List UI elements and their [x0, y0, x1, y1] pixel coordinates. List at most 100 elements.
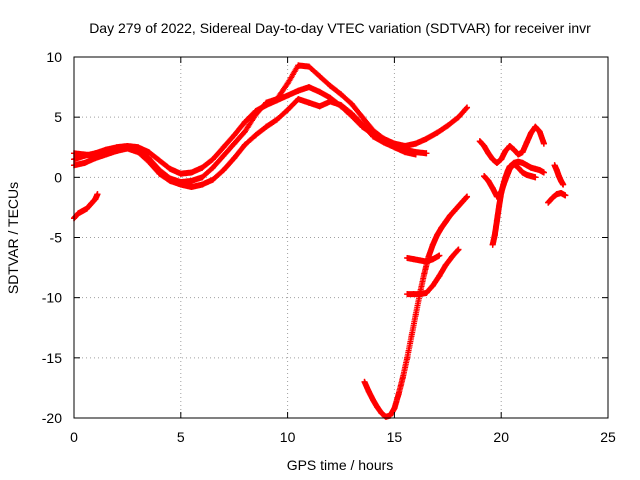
data-point [391, 144, 398, 151]
series-arc-b [71, 62, 430, 186]
data-point [188, 183, 195, 190]
data-point [316, 103, 323, 110]
data-point [81, 159, 88, 166]
data-point [498, 156, 505, 163]
y-tick-label: -15 [42, 350, 62, 366]
axis-ticks [73, 56, 609, 419]
data-point [493, 217, 500, 224]
data-point [493, 193, 500, 200]
data-point [92, 155, 99, 162]
data-point [359, 114, 366, 121]
data-point [446, 212, 453, 219]
data-point [199, 164, 206, 171]
data-point [231, 155, 238, 162]
data-point [273, 116, 280, 123]
data-point [359, 121, 366, 128]
data-point [423, 258, 430, 265]
data-point [361, 378, 368, 385]
data-point [519, 159, 526, 166]
data-point [442, 262, 449, 269]
data-point [451, 208, 458, 215]
data-point [536, 167, 543, 174]
data-point [417, 257, 424, 264]
data-point [528, 129, 535, 136]
data-point [536, 128, 543, 135]
data-point [252, 132, 259, 139]
data-point [79, 208, 86, 215]
data-point [429, 282, 436, 289]
tick-labels: 0 5 10 15 20 25 -20 -15 -10 -5 0 5 10 [42, 49, 616, 445]
data-point [532, 174, 539, 181]
data-point [327, 98, 334, 105]
data-point [177, 181, 184, 188]
data-point [553, 167, 560, 174]
data-point [506, 165, 513, 172]
y-tick-label: 0 [54, 169, 62, 185]
x-tick-label: 20 [493, 429, 509, 445]
data-point [523, 171, 530, 178]
data-point [412, 151, 419, 158]
data-point [410, 291, 417, 298]
data-point [493, 159, 500, 166]
data-point [252, 111, 259, 118]
data-point [231, 132, 238, 139]
data-point [455, 114, 462, 121]
data-point [444, 122, 451, 129]
data-point [338, 102, 344, 109]
data-point [220, 144, 227, 151]
data-point [209, 156, 216, 163]
data-point [348, 110, 355, 117]
data-point [438, 224, 445, 231]
data-point [177, 170, 184, 177]
data-point [295, 62, 302, 69]
data-point [92, 195, 99, 202]
data-point [423, 135, 430, 142]
x-tick-label: 25 [600, 429, 616, 445]
data-point [188, 177, 195, 184]
data-point [404, 291, 411, 298]
data-point [502, 176, 509, 183]
data-point [498, 188, 505, 195]
data-point [305, 84, 312, 91]
data-point [88, 200, 95, 207]
data-point [241, 118, 248, 125]
x-tick-label: 5 [177, 429, 185, 445]
series-arc-j [481, 161, 539, 200]
data-point [412, 311, 419, 318]
data-point [103, 151, 110, 158]
series-arc-f [404, 246, 462, 298]
series-arc-g [404, 252, 443, 265]
data-point [560, 181, 567, 188]
data-point [113, 147, 120, 154]
data-point [485, 150, 492, 157]
data-point [145, 149, 152, 156]
data-point [489, 156, 496, 163]
data-point [391, 405, 398, 412]
data-point [511, 161, 518, 168]
data-point [459, 198, 466, 205]
y-tick-label: -20 [42, 410, 62, 426]
data-point [515, 151, 522, 158]
data-point [94, 191, 101, 198]
data-point [417, 291, 424, 298]
data-point [421, 270, 428, 277]
data-point [523, 139, 530, 146]
series-arc-k [551, 162, 567, 188]
data-point [81, 151, 88, 158]
data-point [404, 354, 411, 361]
data-point [273, 96, 280, 103]
data-point [515, 164, 522, 171]
data-point [532, 123, 539, 130]
data-point [124, 145, 131, 152]
x-tick-label: 15 [387, 429, 403, 445]
data-point [449, 253, 456, 260]
data-point [519, 169, 526, 176]
data-point [220, 152, 227, 159]
data-point [370, 133, 377, 140]
data-point [423, 150, 430, 157]
data-point [412, 140, 419, 147]
data-point [485, 177, 492, 184]
data-point [553, 191, 560, 198]
